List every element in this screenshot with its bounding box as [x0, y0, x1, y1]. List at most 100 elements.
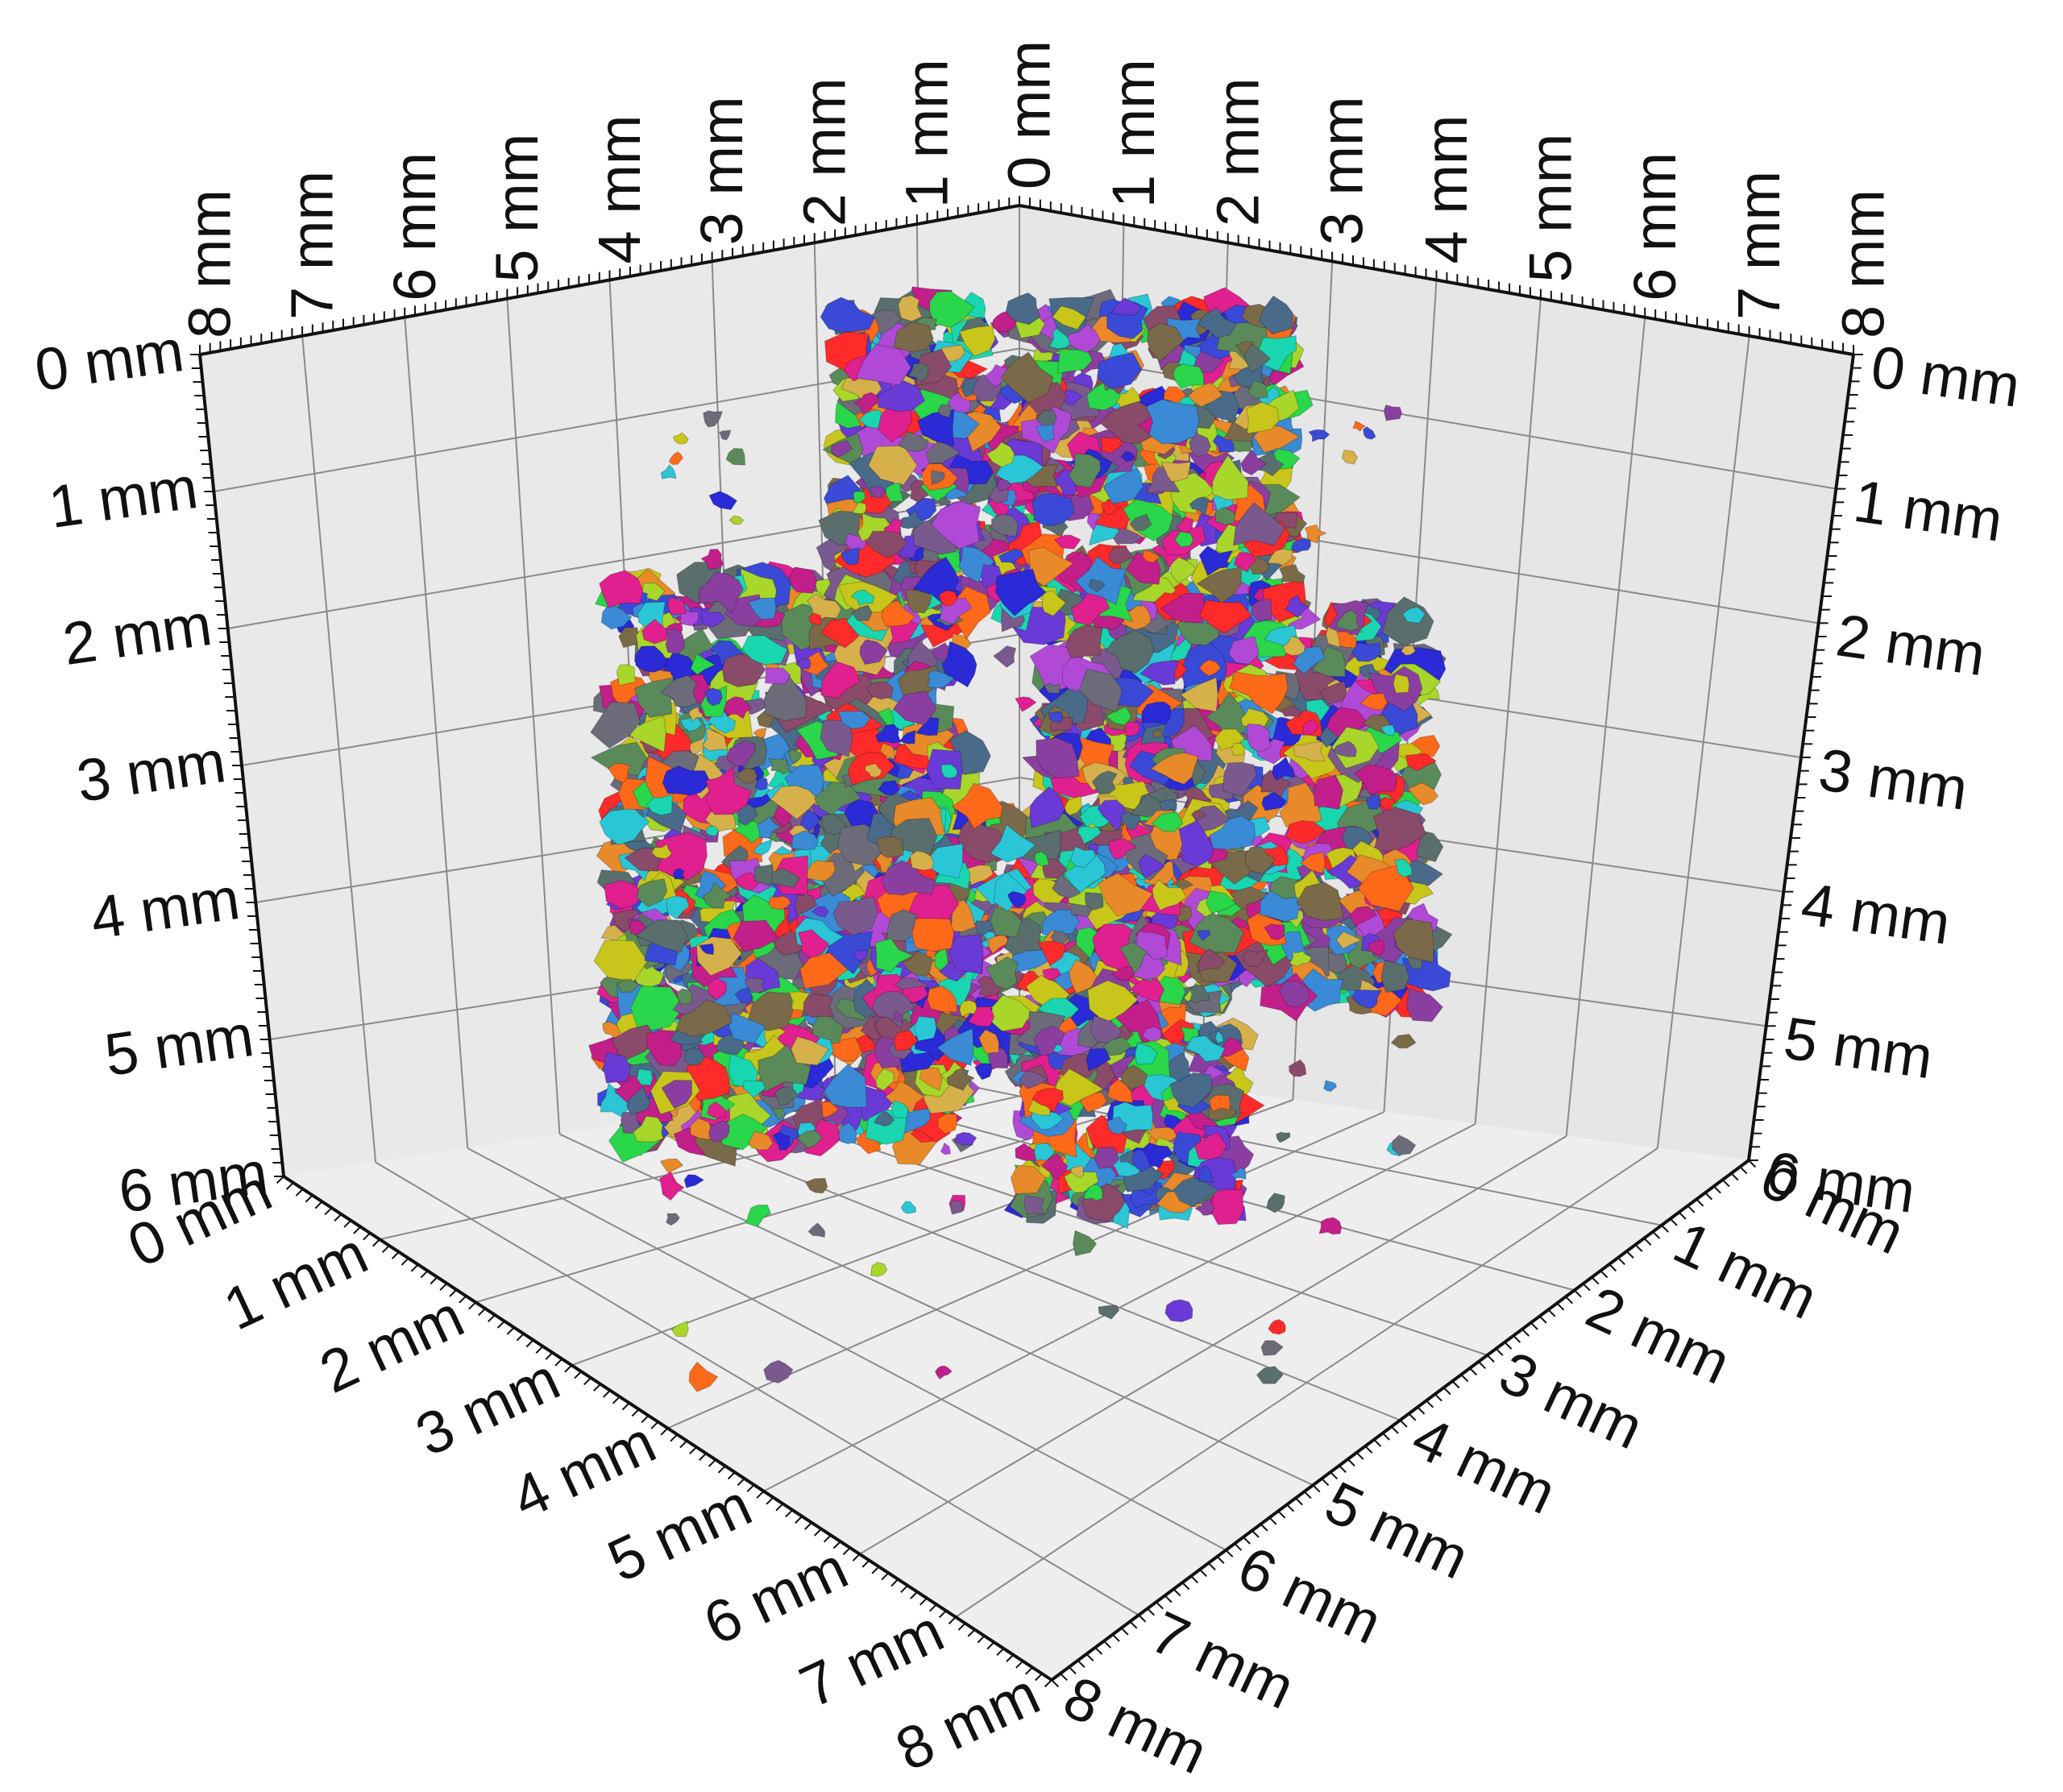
tick-bottom-right [1721, 1179, 1730, 1188]
particle [1120, 1064, 1148, 1089]
tick-bottom-left [842, 1547, 851, 1556]
tick-bottom-left [804, 1521, 812, 1530]
tick-bottom-left [324, 1207, 333, 1216]
particle [1209, 815, 1256, 851]
tick-bottom-left [496, 1320, 505, 1329]
tick-bottom-right [1617, 1257, 1625, 1266]
tick-bottom-right [1661, 1224, 1669, 1233]
particle [770, 785, 820, 820]
particle [1300, 851, 1326, 874]
tick-bottom-left [516, 1333, 525, 1342]
particle [1380, 960, 1410, 993]
particle [724, 696, 753, 720]
particle [707, 1101, 726, 1119]
tick-bottom-left [621, 1402, 630, 1411]
particle [1222, 761, 1258, 797]
particle [1256, 738, 1286, 765]
particle [1015, 1143, 1042, 1161]
particle [725, 740, 757, 767]
tick-bottom-right [1504, 1342, 1513, 1350]
particle [741, 635, 788, 666]
particle [600, 601, 633, 630]
tick-bottom-right [1312, 1484, 1321, 1493]
particle [913, 1015, 937, 1042]
tick-bottom-left [766, 1496, 774, 1505]
tick-label-top-right: 4 mm [1413, 115, 1480, 264]
tick-bottom-right [1574, 1289, 1582, 1298]
tick-bottom-left [459, 1295, 467, 1304]
tick-bottom-left [890, 1578, 899, 1587]
tick-label-top-left: 7 mm [279, 171, 346, 320]
tick-bottom-right [1103, 1640, 1111, 1649]
particle [1023, 1194, 1045, 1216]
particle [611, 1024, 658, 1063]
particle [927, 670, 953, 689]
tick-bottom-left [910, 1591, 918, 1599]
particle [646, 794, 673, 816]
particle [1160, 799, 1177, 812]
particle [737, 802, 758, 826]
tick-bottom-left [334, 1213, 342, 1222]
particle [865, 681, 894, 700]
tick-bottom-left [612, 1396, 621, 1404]
tick-bottom-right [1129, 1620, 1138, 1629]
tick-bottom-left [881, 1572, 890, 1581]
tick-bottom-left [813, 1528, 822, 1537]
particle [746, 991, 794, 1031]
tick-label-top-right: 1 mm [1100, 59, 1167, 208]
particle [1041, 968, 1062, 981]
tick-bottom-left [746, 1484, 755, 1492]
particle [702, 727, 728, 752]
particle [616, 978, 640, 993]
particle [1335, 931, 1363, 950]
tick-bottom-right [1234, 1542, 1243, 1551]
particle [650, 843, 673, 860]
tick-label-left-vertical: 0 mm [31, 317, 188, 404]
particle [1036, 737, 1080, 779]
particle [791, 1035, 829, 1066]
particle [1108, 837, 1138, 861]
floor [284, 1064, 1749, 1680]
tick-bottom-left [487, 1314, 496, 1322]
floor-grid-a [955, 1147, 1658, 1618]
particle [1406, 987, 1443, 1023]
particle [1138, 853, 1166, 879]
tick-bottom-left [564, 1364, 573, 1373]
tick-bottom-right [1625, 1251, 1634, 1259]
particle [1359, 692, 1388, 711]
tick-bottom-right [1486, 1354, 1495, 1363]
tick-bottom-left [996, 1648, 1005, 1657]
tick-bottom-left [977, 1635, 986, 1644]
tick-label-right-vertical: 2 mm [1833, 601, 1990, 688]
particle [1175, 819, 1214, 868]
tick-bottom-right [1173, 1588, 1181, 1597]
particle [837, 711, 871, 730]
tick-bottom-left [420, 1270, 429, 1279]
particle [1372, 806, 1427, 852]
tick-label-top-right: 0 mm [996, 40, 1063, 189]
particle [1336, 631, 1358, 649]
particle [832, 895, 878, 936]
tick-bottom-right [1373, 1438, 1382, 1447]
tick-bottom-right [1547, 1309, 1556, 1317]
particle [1078, 668, 1123, 713]
tick-label-top-left: 1 mm [893, 59, 960, 208]
particle [1229, 671, 1289, 715]
particle [1231, 742, 1246, 757]
particle [1120, 811, 1141, 831]
particle [666, 596, 687, 616]
particle [1087, 980, 1139, 1024]
particle [1185, 989, 1222, 1014]
particle [1042, 909, 1081, 935]
particle [675, 999, 733, 1037]
particle [892, 691, 937, 726]
particle [1206, 890, 1237, 914]
particle [770, 867, 800, 889]
particle [1097, 872, 1153, 917]
particle [941, 641, 978, 688]
tick-bottom-right [1469, 1367, 1478, 1376]
tick-bottom-left [708, 1458, 716, 1467]
particle [890, 1100, 909, 1119]
tick-bottom-right [1556, 1302, 1565, 1311]
particle [1260, 890, 1300, 923]
